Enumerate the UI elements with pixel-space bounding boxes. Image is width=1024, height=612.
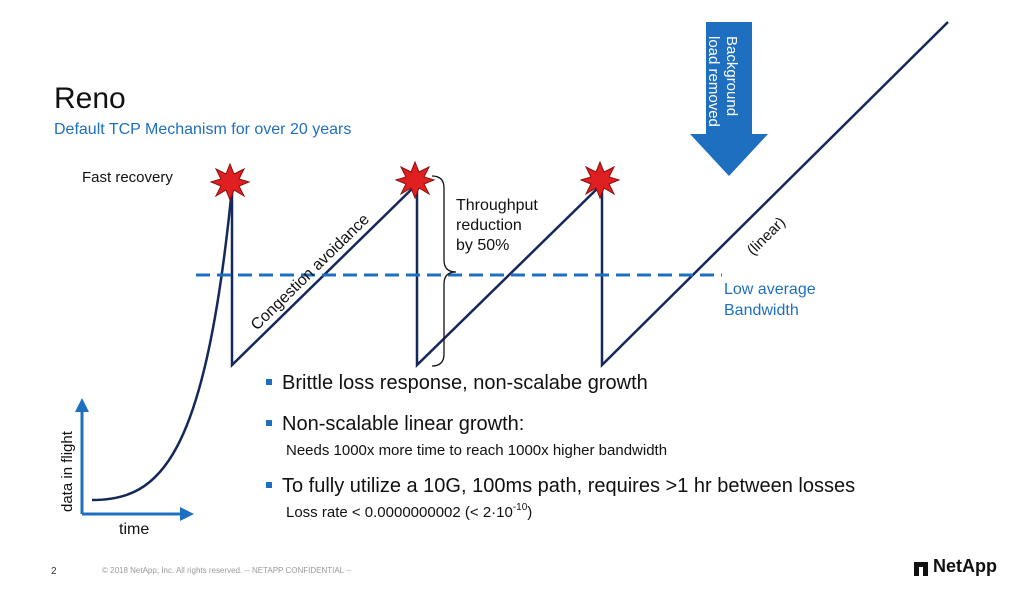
page-number: 2 (51, 566, 57, 577)
throughput-reduction-line2: reduction (456, 217, 522, 234)
loss-rate-prefix: Loss rate < 0.0000000002 (< 2·10 (286, 504, 513, 521)
fast-recovery-label: Fast recovery (82, 169, 173, 186)
reduction-brace (431, 175, 457, 367)
bullet-square-icon (266, 481, 272, 488)
bullet-text: Brittle loss response, non-scalabe growt… (282, 372, 648, 394)
loss-rate-suffix: ) (527, 504, 533, 521)
slide-title: Reno (54, 82, 126, 115)
background-label-line1: Background (723, 36, 740, 116)
bullet-subtext: Needs 1000x more time to reach 1000x hig… (286, 442, 668, 459)
bullet-text: To fully utilize a 10G, 100ms path, requ… (282, 475, 856, 497)
sawtooth-line (230, 21, 949, 368)
loss-rate-exponent: -10 (512, 502, 528, 513)
netapp-logo-icon (914, 560, 928, 576)
slow-start-curve (91, 187, 234, 502)
loss-burst-icon (394, 160, 436, 200)
bullet-text: Non-scalable linear growth: (282, 413, 525, 435)
bullet-item: To fully utilize a 10G, 100ms path, requ… (266, 475, 855, 498)
y-axis-label: data in flight (59, 430, 76, 512)
y-axis-arrowhead (75, 398, 89, 412)
low-average-bandwidth-line1: Low average (724, 281, 816, 298)
bullet-subtext: Loss rate < 0.0000000002 (< 2·10-10) (286, 502, 533, 521)
throughput-reduction-line1: Throughput (456, 197, 538, 214)
congestion-avoidance-label: Congestion avoidance (248, 211, 373, 334)
bullet-square-icon (266, 378, 272, 385)
loss-burst-icon (209, 162, 251, 202)
netapp-logo: NetApp (914, 556, 997, 577)
throughput-reduction-line3: by 50% (456, 237, 509, 254)
netapp-logo-text: NetApp (933, 556, 997, 576)
linear-label: (linear) (744, 214, 789, 259)
low-average-bandwidth-line2: Bandwidth (724, 302, 799, 319)
bullet-item: Brittle loss response, non-scalabe growt… (266, 372, 648, 395)
loss-burst-icon (579, 160, 621, 200)
copyright-notice: © 2018 NetApp, Inc. All rights reserved.… (102, 566, 352, 575)
background-load-arrow (690, 22, 768, 176)
x-axis-arrowhead (180, 507, 194, 521)
bullet-item: Non-scalable linear growth: (266, 413, 524, 436)
bullet-square-icon (266, 419, 272, 426)
slide-subtitle: Default TCP Mechanism for over 20 years (54, 121, 352, 138)
x-axis-label: time (119, 521, 149, 538)
background-label-line2: load removed (705, 36, 722, 127)
